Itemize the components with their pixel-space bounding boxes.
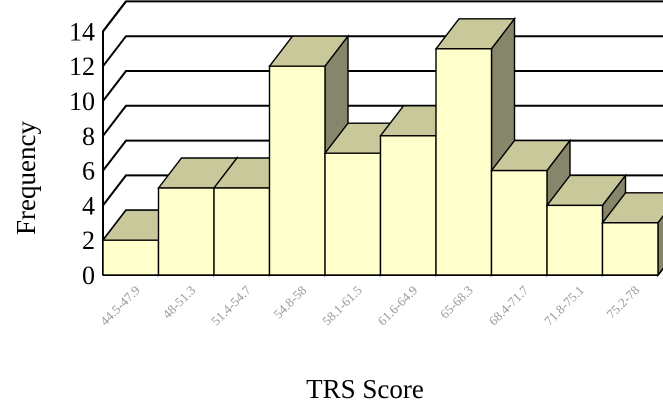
x-tick-label: 44.5-47.9 [97,283,143,329]
x-tick-label: 48-51.3 [159,283,198,322]
x-tick-label: 71.8-75.1 [541,283,587,329]
x-tick-label: 65-68.3 [437,283,476,322]
y-tick-label: 10 [69,87,95,116]
bar-75.2-78 [601,192,663,278]
x-tick-labels: 44.5-47.9 48-51.3 51.4-54.7 54.8-58 58.1-61.… [97,282,642,328]
x-tick-label: 58.1-61.5 [319,283,365,329]
gridline-12 [102,35,663,67]
bar-front-face [379,135,437,276]
gridline-10 [102,70,663,102]
x-axis-title: TRS Score [306,374,424,404]
bar-front-face [324,152,382,276]
x-tick-label: 51.4-54.7 [208,282,254,328]
bar-front-face [213,187,271,276]
y-tick-labels: 0 2 4 6 8 10 12 14 [69,17,95,290]
y-tick-label: 12 [69,52,95,81]
y-axis-line [102,0,127,275]
bar-68.4-71.7 [490,138,572,278]
x-tick-label: 75.2-78 [603,283,642,322]
bar-front-face [490,169,548,276]
x-tick-label: 61.6-64.9 [375,283,421,329]
y-tick-label: 14 [69,17,95,46]
y-tick-label: 0 [82,261,95,290]
gridline-14 [102,0,663,33]
bar-front-face [435,48,493,276]
y-tick-label: 4 [82,191,95,220]
y-tick-label: 6 [82,157,95,186]
bar-front-face [268,65,326,276]
bar-front-face [157,187,215,276]
bar-front-face [546,204,604,276]
bar-front-face [601,222,659,276]
y-tick-label: 8 [82,122,95,151]
y-axis-title: Frequency [11,121,41,235]
x-tick-label: 54.8-58 [270,283,309,322]
bar-front-face [102,239,160,276]
x-tick-label: 68.4-71.7 [486,282,532,328]
bars [101,16,663,278]
y-tick-label: 2 [82,226,95,255]
